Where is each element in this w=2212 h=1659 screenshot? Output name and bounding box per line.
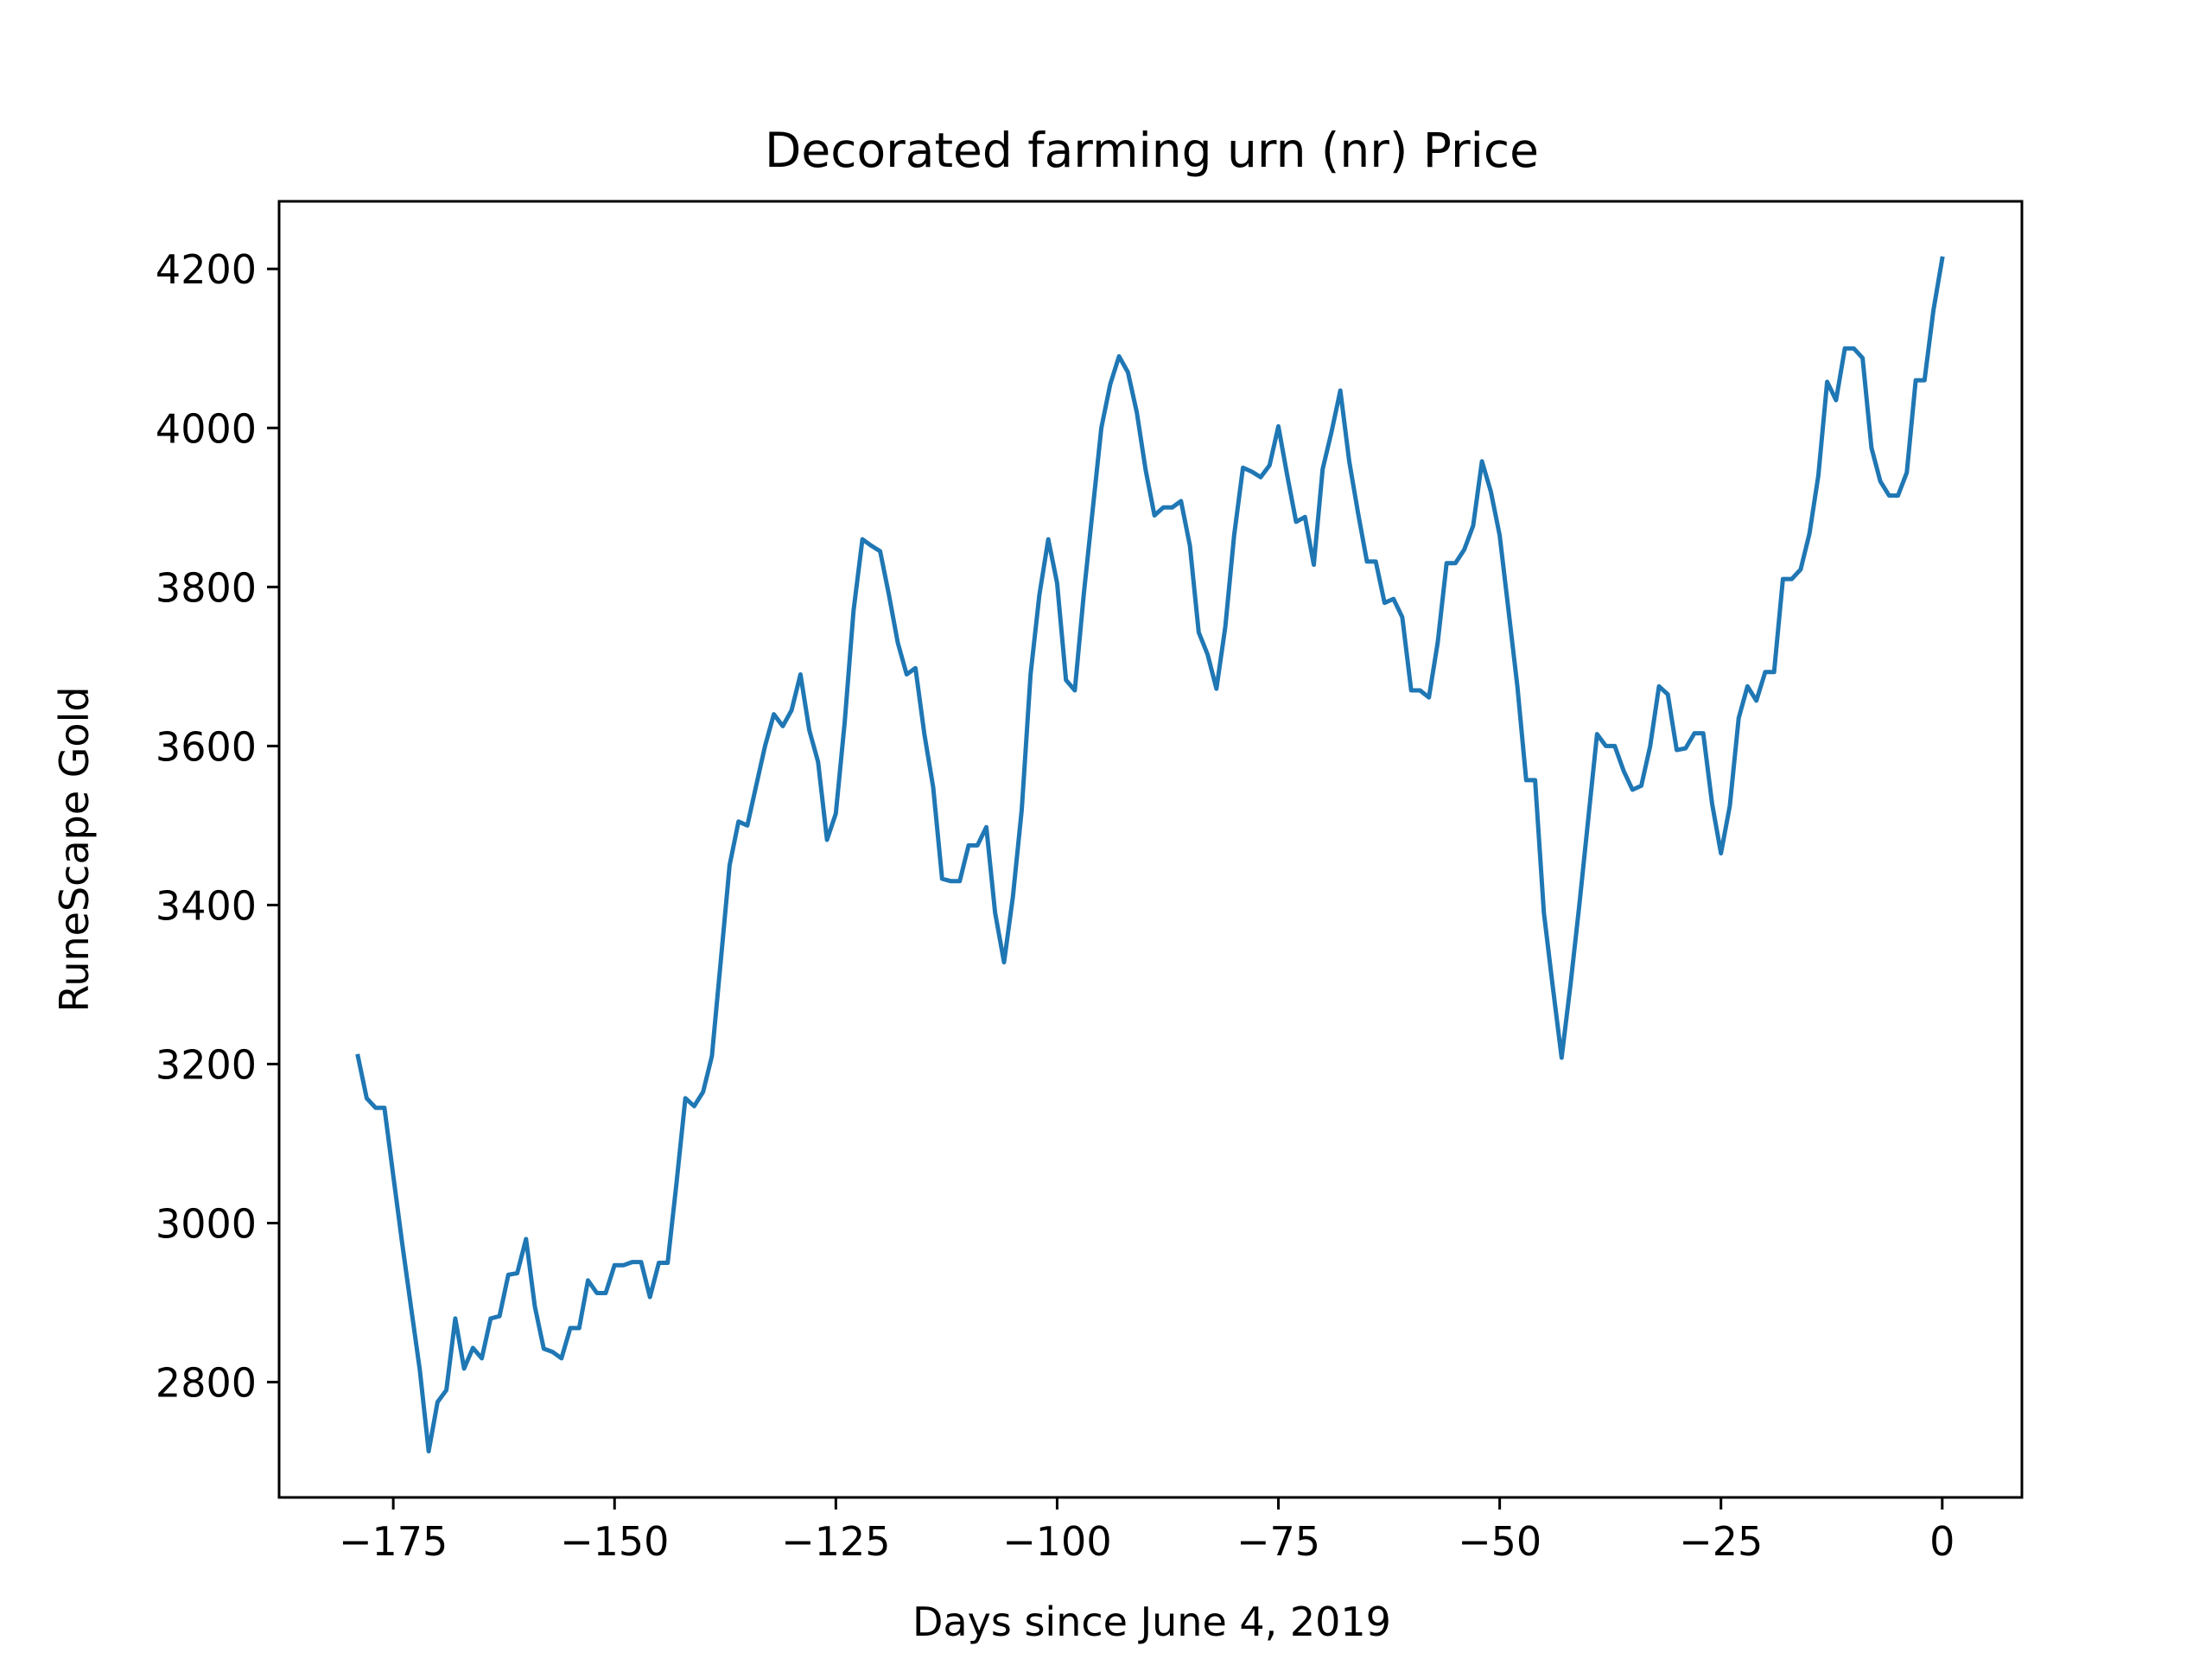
- x-tick-label: −100: [1002, 1518, 1111, 1565]
- x-axis-ticks: −175 −150 −125 −100 −75 −50 −25 0: [339, 1497, 1955, 1565]
- chart-title: Decorated farming urn (nr) Price: [765, 123, 1539, 178]
- x-tick-label: −150: [560, 1518, 669, 1565]
- y-tick-label: 3600: [156, 723, 257, 770]
- x-tick-label: −125: [781, 1518, 890, 1565]
- x-tick-label: −25: [1679, 1518, 1763, 1565]
- price-series-line: [355, 256, 1945, 1454]
- x-axis-label: Days since June 4, 2019: [912, 1599, 1391, 1645]
- plot-area-frame: [277, 200, 2024, 1499]
- y-tick-label: 4200: [156, 246, 257, 293]
- y-tick-label: 3200: [156, 1041, 257, 1088]
- y-tick-label: 4000: [156, 405, 257, 452]
- y-tick-label: 3800: [156, 564, 257, 611]
- x-tick-label: 0: [1929, 1518, 1955, 1565]
- y-axis-label: RuneScape Gold: [51, 686, 98, 1012]
- y-tick-label: 2800: [156, 1360, 257, 1407]
- y-tick-label: 3400: [156, 882, 257, 929]
- y-axis-ticks: 2800 3000 3200 3400 3600 3800 4000 4200: [156, 246, 279, 1407]
- x-tick-label: −75: [1236, 1518, 1320, 1565]
- x-tick-label: −175: [339, 1518, 448, 1565]
- y-tick-label: 3000: [156, 1201, 257, 1248]
- x-tick-label: −50: [1458, 1518, 1541, 1565]
